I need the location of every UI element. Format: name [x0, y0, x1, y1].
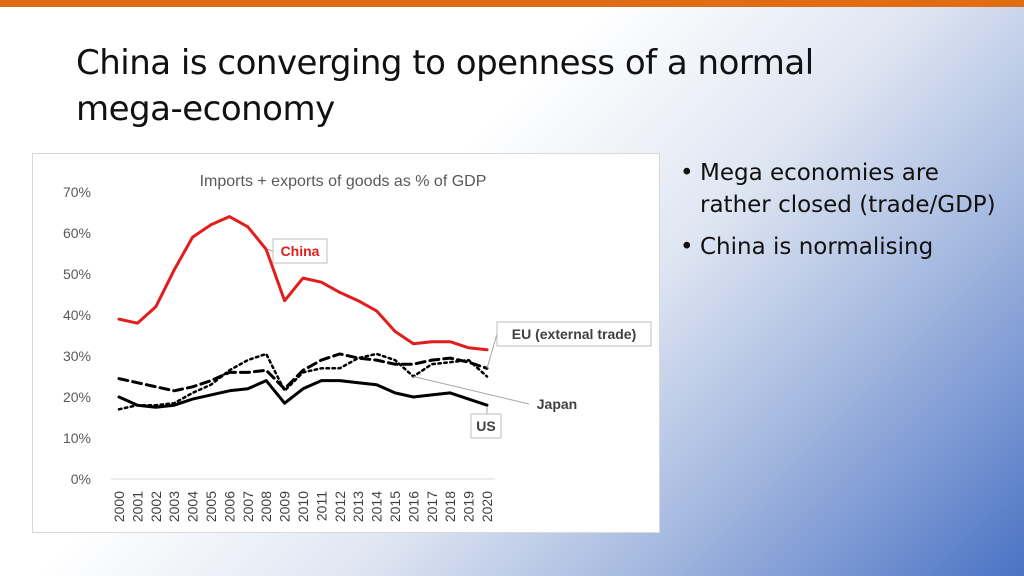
- bullet-list: • Mega economies are rather closed (trad…: [680, 157, 1000, 273]
- eu-callout-box: [496, 321, 652, 347]
- y-tick-label: 40%: [63, 307, 91, 323]
- china-callout-leader-line: [268, 248, 274, 252]
- x-tick-label: 2013: [350, 491, 366, 522]
- slide-title-line-1: China is converging to openness of a nor…: [76, 43, 814, 83]
- x-tick-label: 2009: [277, 491, 293, 522]
- us-callout-box: [470, 413, 502, 439]
- eu-callout-label: EU (external trade): [512, 326, 636, 342]
- japan-callout-leader-line: [413, 376, 530, 405]
- x-tick-label: 2011: [313, 491, 329, 521]
- slide-title: China is converging to openness of a nor…: [76, 40, 936, 132]
- bullet-item: • Mega economies are rather closed (trad…: [680, 157, 1000, 221]
- bullet-text: Mega economies are rather closed (trade/…: [700, 160, 996, 218]
- chart-title: Imports + exports of goods as % of GDP: [200, 173, 487, 190]
- y-tick-label: 60%: [63, 225, 91, 241]
- x-tick-label: 2020: [479, 491, 495, 522]
- us-callout-label: US: [476, 418, 495, 434]
- series-line-japan: [117, 352, 489, 411]
- x-tick-label: 2019: [461, 491, 477, 522]
- x-tick-label: 2016: [405, 491, 421, 522]
- accent-bar: [0, 0, 1024, 7]
- x-tick-label: 2010: [295, 491, 311, 522]
- bullet-item: • China is normalising: [680, 231, 1000, 263]
- x-tick-label: 2012: [332, 491, 348, 522]
- y-tick-label: 30%: [63, 348, 91, 364]
- trade-openness-chart: 0%10%20%30%40%50%60%70%2000 2001 2002 2003 2…: [63, 173, 652, 522]
- china-callout-box: [272, 238, 328, 264]
- bullet-dot-icon: •: [680, 234, 694, 260]
- x-tick-label: 2008: [258, 491, 274, 522]
- chart-container: 0% 10% 20% 30% 40% 50% 60% 70% 2000 2001 2002 2003 2…: [32, 153, 660, 533]
- x-tick-label: 2004: [185, 491, 201, 522]
- x-tick-label: 2018: [442, 491, 458, 522]
- y-tick-label: 70%: [63, 184, 91, 200]
- series-line-eu: [117, 352, 489, 393]
- x-tick-label: 2017: [424, 491, 440, 522]
- y-tick-label: 0%: [71, 471, 91, 487]
- y-tick-label: 50%: [63, 266, 91, 282]
- x-tick-label: 2003: [166, 491, 182, 522]
- bullet-dot-icon: •: [680, 160, 694, 186]
- x-tick-label: 2001: [129, 491, 145, 522]
- x-tick-label: 2000: [111, 491, 127, 522]
- slide-title-line-2: mega-economy: [76, 89, 335, 129]
- series-line-us: [117, 379, 489, 409]
- japan-callout-label: Japan: [537, 396, 577, 412]
- x-tick-label: 2015: [387, 491, 403, 522]
- x-tick-label: 2005: [203, 491, 219, 522]
- series-line-china: [117, 215, 489, 352]
- eu-callout-leader-line: [486, 333, 498, 369]
- y-tick-label: 20%: [63, 389, 91, 405]
- x-tick-label: 2014: [369, 491, 385, 522]
- y-tick-label: 10%: [63, 430, 91, 446]
- x-tick-label: 2002: [148, 491, 164, 522]
- x-tick-label: 2006: [221, 491, 237, 522]
- china-callout-label: China: [281, 243, 320, 259]
- x-tick-label: 2007: [240, 491, 256, 522]
- bullet-text: China is normalising: [700, 234, 934, 260]
